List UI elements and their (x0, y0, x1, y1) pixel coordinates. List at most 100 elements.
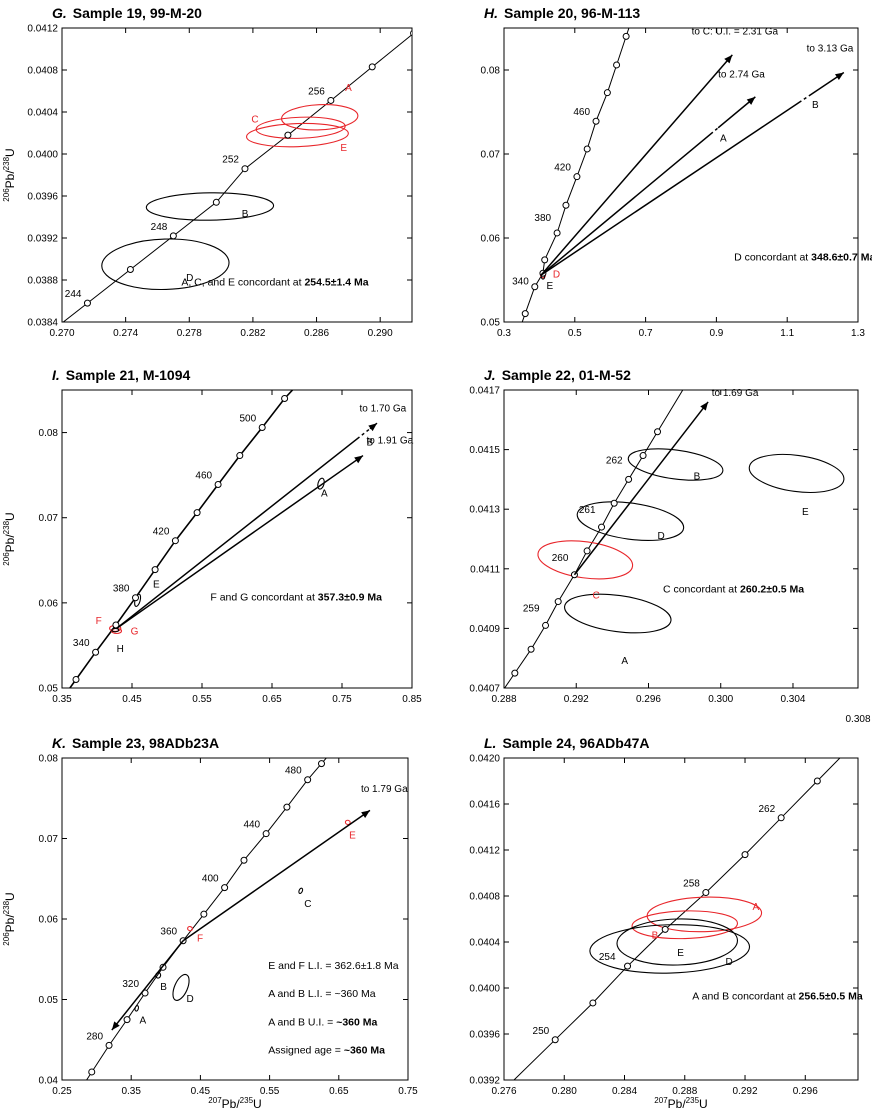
concordia-age-marker (553, 229, 561, 237)
age-label: 460 (195, 471, 212, 482)
y-tick-label: 0.0411 (470, 564, 500, 575)
concordia-age-marker (112, 621, 120, 629)
x-tick-label: 1.1 (780, 328, 794, 339)
panel-i: I. Sample 21, M-1094 0.35 0.45 0.55 0.65 0.75 0… (2, 367, 422, 705)
y-label-text: U (3, 892, 17, 901)
concordia-age-marker (521, 310, 529, 318)
concordia-age-marker (661, 925, 669, 933)
y-label-text: Pb/ (3, 914, 17, 933)
concordia-age-marker (88, 1068, 96, 1076)
ellipse-label: A (321, 488, 328, 499)
concordia-age-marker (258, 423, 266, 431)
x-label-text: Pb/ (668, 1097, 687, 1108)
ellipse-label: A (140, 1016, 147, 1027)
plot-area (85, 758, 351, 1080)
annotation-age: 348.6±0.7 Ma (811, 252, 872, 264)
concordia-age-marker (531, 283, 539, 291)
concordia-age-marker (284, 131, 292, 139)
y-label-sup: 238 (2, 900, 11, 914)
concordia-age-marker (151, 566, 159, 574)
annotation-age: ~360 Ma (344, 1044, 385, 1056)
age-label: 252 (222, 155, 239, 166)
plot-area (521, 28, 630, 322)
panel-g: G. Sample 19, 99-M-20 0.270 0.274 0.278 0.282… (2, 5, 413, 339)
x-label-sup: 207 (208, 1096, 222, 1105)
age-label: 262 (606, 455, 623, 466)
annotation-text: F and G concordant at (210, 591, 317, 603)
concordia-age-marker (554, 598, 562, 606)
x-tick-label: 0.35 (52, 694, 72, 705)
concordia-age-marker (702, 889, 710, 897)
age-label: 420 (153, 527, 170, 538)
concordia-curve (513, 758, 841, 1080)
concordia-age-marker (562, 201, 570, 209)
y-tick-label: 0.0420 (469, 754, 500, 765)
concordia-age-marker (622, 32, 630, 40)
discordia-label: to 1.79 Ga (361, 784, 408, 795)
x-tick-label: 0.290 (368, 328, 393, 339)
concordia-age-marker (92, 648, 100, 656)
y-tick-label: 0.06 (39, 915, 59, 926)
concordia-age-marker (777, 814, 785, 822)
age-label: 360 (160, 927, 177, 938)
y-tick-label: 0.07 (39, 834, 59, 845)
y-tick-label: 0.0388 (27, 276, 58, 287)
y-tick-label: 0.07 (481, 150, 501, 161)
error-ellipse (344, 819, 351, 826)
y-label-text: Pb/ (3, 534, 17, 553)
age-label: 400 (202, 874, 219, 885)
x-tick-label: 0.270 (49, 328, 74, 339)
y-label-sup: 238 (2, 520, 11, 534)
y-label-text: U (3, 512, 17, 521)
concordia-age-marker (583, 145, 591, 153)
concordia-age-marker (603, 89, 611, 97)
y-label-sup: 238 (2, 156, 11, 170)
concordia-age-marker (625, 475, 633, 483)
arrow-head (724, 54, 733, 64)
concordia-age-marker (169, 232, 177, 240)
error-ellipse (564, 593, 672, 634)
concordia-age-marker (83, 299, 91, 307)
age-label: 260 (552, 553, 569, 564)
panel-letter: G. (52, 5, 67, 21)
concordia-age-marker (551, 1036, 559, 1044)
annotation-age: 357.3±0.9 Ma (318, 591, 382, 603)
panel-title: I. Sample 21, M-1094 (52, 367, 191, 383)
annotation-age: ~360 Ma (336, 1016, 377, 1028)
panel-letter: I. (52, 367, 60, 383)
y-tick-label: 0.08 (39, 428, 59, 439)
age-label: 380 (113, 584, 130, 595)
panel-title-text: Sample 19, 99-M-20 (73, 5, 202, 21)
concordia-age-marker (639, 452, 647, 460)
x-label-sup: 235 (686, 1096, 700, 1105)
concordia-age-marker (624, 962, 632, 970)
arrow-head (368, 423, 377, 432)
y-label-sup: 206 (2, 552, 11, 566)
concordia-age-marker (236, 452, 244, 460)
y-tick-label: 0.07 (39, 513, 59, 524)
discordia-mid-label: A (720, 133, 727, 144)
arrow-head (361, 810, 370, 818)
panel-j: J. Sample 22, 01-M-52 0.288 0.292 0.296 0.300… (469, 367, 871, 725)
y-tick-label: 0.0404 (469, 938, 500, 949)
annotation-text: E and F L.I. = 362.6±1.8 Ma (268, 960, 399, 972)
x-tick-label: 0.296 (636, 694, 661, 705)
ellipse-label: D (658, 531, 665, 542)
discordia-mid-label: B (812, 100, 819, 111)
concordant-annotation: A and B concordant at 256.5±0.5 Ma (692, 991, 863, 1003)
concordia-age-marker (610, 499, 618, 507)
discordia-label: to 1.70 Ga (360, 403, 407, 414)
ellipse-label: E (340, 143, 347, 154)
plot-frame (503, 27, 859, 323)
concordia-curve (68, 390, 294, 688)
x-tick-label: 0.75 (398, 1086, 418, 1097)
discordia-line (116, 454, 364, 630)
concordant-annotation: Assigned age = ~360 Ma (268, 1044, 385, 1056)
age-label: 262 (758, 804, 775, 815)
concordia-age-marker (283, 803, 291, 811)
y-tick-label: 0.0416 (469, 800, 500, 811)
age-label: 258 (683, 879, 700, 890)
y-axis-label: 206Pb/238U (2, 512, 17, 565)
concordia-age-marker (171, 537, 179, 545)
concordia-age-marker (613, 61, 621, 69)
